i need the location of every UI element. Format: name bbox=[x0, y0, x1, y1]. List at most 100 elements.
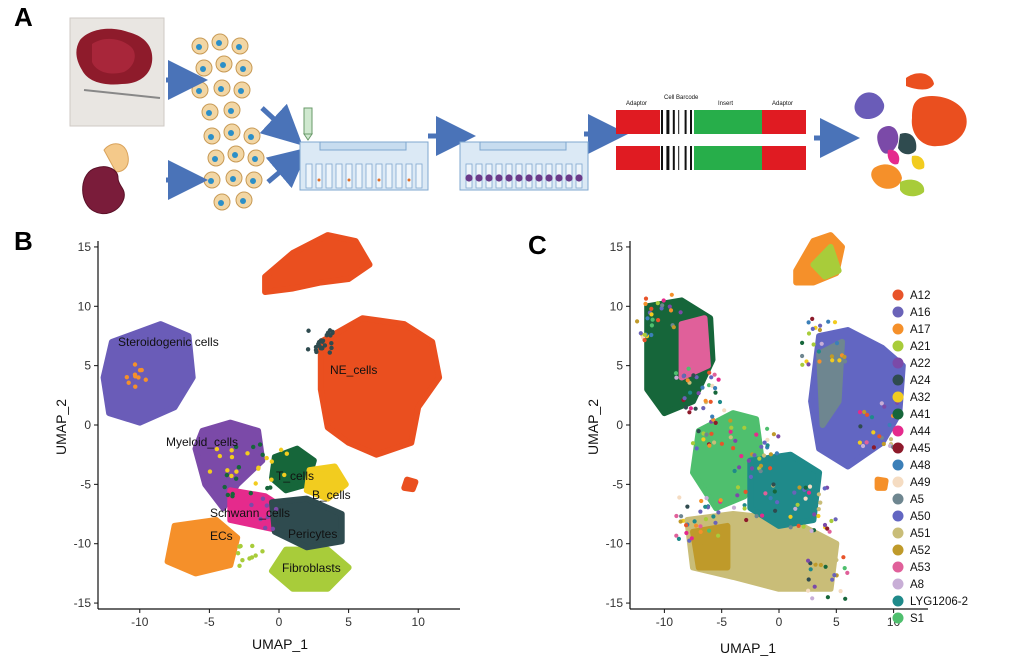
scatter-point bbox=[842, 354, 847, 359]
scatter-point bbox=[774, 451, 779, 456]
cell-icon bbox=[215, 55, 233, 73]
scatter-point bbox=[811, 342, 816, 347]
chip-well bbox=[345, 163, 353, 189]
scatter-point bbox=[772, 489, 777, 494]
scatter-point bbox=[822, 522, 828, 528]
scatter-point bbox=[245, 451, 250, 456]
legend-swatch bbox=[892, 340, 904, 352]
cell-icon bbox=[203, 127, 221, 145]
scatter-point bbox=[262, 525, 268, 531]
legend-entry: A12 bbox=[892, 289, 930, 302]
scatter-point bbox=[810, 326, 815, 331]
scatter-point bbox=[758, 463, 764, 468]
scatter-point bbox=[829, 354, 834, 359]
scatter-point bbox=[817, 327, 822, 333]
scatter-point bbox=[796, 523, 801, 528]
legend-label: A24 bbox=[910, 375, 931, 387]
scatter-point bbox=[765, 426, 770, 431]
cluster-ne bbox=[317, 315, 443, 458]
legend-swatch bbox=[892, 442, 904, 454]
scatter-point bbox=[744, 517, 749, 523]
scatter-point bbox=[719, 441, 724, 446]
chip-well bbox=[355, 163, 363, 189]
arrow-icon bbox=[259, 103, 303, 146]
scatter-point bbox=[678, 310, 683, 315]
cluster-bcells bbox=[303, 463, 349, 502]
legend-swatch bbox=[892, 578, 904, 590]
scatter-point bbox=[669, 292, 674, 297]
cell-icon bbox=[191, 37, 209, 55]
scatter-point bbox=[832, 573, 837, 578]
scatter-point bbox=[319, 345, 324, 351]
cell-icon bbox=[207, 149, 225, 167]
scatter-point bbox=[731, 505, 737, 510]
scatter-point bbox=[660, 303, 665, 308]
scatter-point bbox=[684, 530, 689, 536]
scatter-point bbox=[825, 526, 830, 531]
legend-label: A44 bbox=[910, 426, 931, 438]
scatter-point bbox=[313, 344, 319, 350]
scatter-point bbox=[325, 330, 331, 335]
scatter-point bbox=[793, 506, 798, 511]
chip-well bbox=[375, 163, 383, 189]
scatter-point bbox=[238, 543, 243, 549]
scatter-point bbox=[713, 520, 718, 525]
panel-letter-b: B bbox=[14, 226, 33, 256]
cluster-ne-small bbox=[401, 476, 419, 493]
scatter-point bbox=[797, 485, 802, 490]
scatter-point bbox=[739, 454, 744, 459]
scatter-point bbox=[253, 553, 258, 558]
scatter-point bbox=[225, 492, 231, 498]
scatter-point bbox=[713, 420, 718, 425]
cluster-fibroblasts bbox=[269, 546, 352, 592]
scatter-point bbox=[132, 362, 138, 367]
scatter-point bbox=[265, 514, 270, 520]
legend-entry: A32 bbox=[892, 391, 930, 404]
scatter-point bbox=[701, 406, 706, 411]
scatter-point bbox=[803, 496, 808, 501]
scatter-point bbox=[788, 514, 793, 519]
cell-icon bbox=[225, 169, 243, 187]
scatter-point bbox=[807, 484, 813, 489]
scatter-point bbox=[229, 454, 235, 460]
scatter-point bbox=[674, 533, 679, 538]
legend-entry: A49 bbox=[892, 476, 930, 489]
legend-entry: A50 bbox=[892, 510, 930, 523]
scatter-point bbox=[258, 516, 263, 522]
scatter-point bbox=[820, 559, 825, 564]
scatter-point bbox=[731, 446, 736, 451]
scatter-point bbox=[269, 459, 275, 464]
scatter-point bbox=[818, 323, 823, 328]
chip-well bbox=[405, 163, 413, 189]
scatter-point bbox=[830, 577, 835, 582]
scatter-point bbox=[816, 513, 821, 519]
cluster-layer bbox=[644, 232, 906, 592]
scatter-point bbox=[273, 506, 279, 512]
scatter-point bbox=[871, 445, 876, 450]
scatter-point bbox=[645, 316, 650, 321]
scatter-point bbox=[728, 429, 733, 434]
scatter-point bbox=[133, 384, 138, 389]
scatter-point bbox=[881, 441, 886, 447]
chip-well bbox=[525, 163, 533, 189]
legend-swatch bbox=[892, 391, 904, 403]
chip-well bbox=[495, 163, 503, 189]
scatter-point bbox=[818, 500, 823, 505]
scatter-point bbox=[763, 491, 768, 496]
seq-label-adaptor-right: Adaptor bbox=[772, 101, 793, 107]
scatter-point bbox=[716, 533, 721, 538]
scatter-point bbox=[754, 514, 759, 519]
legend-label: A49 bbox=[910, 477, 930, 489]
cluster-label-fibroblasts: Fibroblasts bbox=[282, 561, 341, 575]
scatter-point bbox=[749, 466, 755, 471]
microfluidic-chip-beads bbox=[459, 141, 589, 191]
scatter-point bbox=[843, 596, 848, 601]
scatter-point bbox=[773, 508, 778, 513]
scatter-point bbox=[800, 353, 805, 359]
scatter-point bbox=[792, 490, 797, 495]
scatter-point bbox=[240, 558, 245, 563]
legend-label: LYG1206-2 bbox=[910, 596, 968, 608]
cell-icon bbox=[247, 149, 265, 167]
scatter-point bbox=[826, 319, 831, 324]
